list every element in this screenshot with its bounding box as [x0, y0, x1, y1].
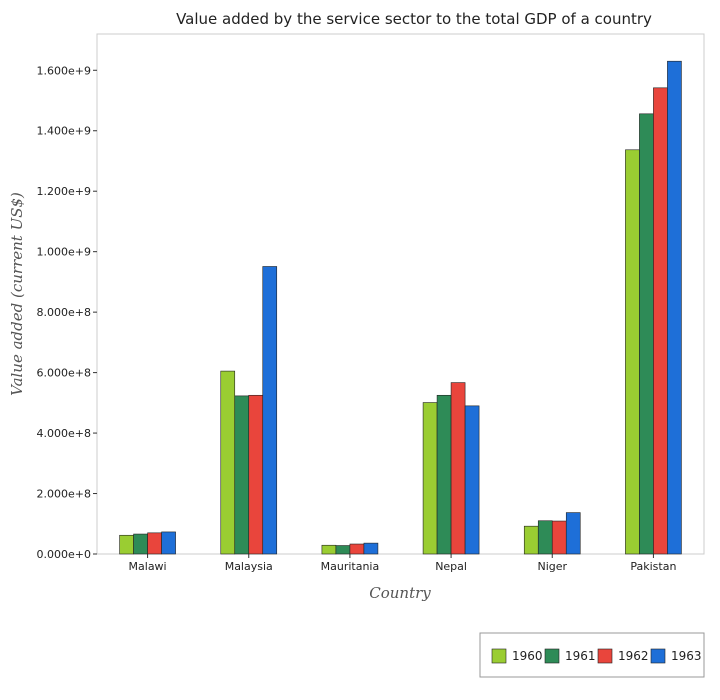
x-axis: Malawi Malaysia Mauritania Nepal Niger Pakist…: [129, 554, 676, 573]
y-axis: 0.000e+0 2.000e+8 4.000e+8 6.000e+8 8.000e+8…: [37, 64, 97, 561]
bar-1961-malaysia: [234, 395, 250, 555]
bar-1963-mauritania: [363, 542, 379, 555]
bar-1962-mauritania: [349, 543, 365, 555]
legend-swatch-1960: [491, 648, 507, 664]
legend-swatch-1963: [650, 648, 666, 664]
y-tick-label: 1.000e+9: [37, 246, 91, 259]
bar-1961-niger: [537, 520, 553, 555]
y-tick-label: 8.000e+8: [37, 306, 91, 319]
bars-layer: [119, 60, 682, 555]
y-tick-label: 1.600e+9: [37, 64, 91, 77]
x-tick-label: Pakistan: [630, 560, 676, 573]
bar-1962-niger: [551, 520, 567, 555]
bar-1960-pakistan: [625, 149, 640, 555]
bar-1962-malawi: [147, 532, 162, 555]
legend-label-1960: 1960: [512, 649, 543, 663]
chart-title: Value added by the service sector to the…: [176, 10, 652, 28]
bar-1963-niger: [565, 512, 581, 555]
x-tick-label: Niger: [537, 560, 567, 573]
bar-1962-malaysia: [248, 394, 264, 555]
y-tick-label: 6.000e+8: [37, 367, 91, 380]
y-tick-label: 1.400e+9: [37, 125, 91, 138]
y-tick-label: 0.000e+0: [37, 548, 91, 561]
legend-label-1961: 1961: [565, 649, 596, 663]
y-tick-label: 2.000e+8: [37, 488, 91, 501]
bar-1961-nepal: [436, 394, 452, 555]
legend-label-1962: 1962: [618, 649, 649, 663]
bar-1963-pakistan: [667, 60, 682, 555]
bar-1960-niger: [523, 525, 539, 555]
bar-1963-malaysia: [262, 266, 278, 555]
legend-swatch-1962: [597, 648, 613, 664]
bar-1962-pakistan: [653, 87, 668, 555]
bar-1961-malawi: [133, 533, 148, 555]
y-axis-label: Value added (current US$): [8, 192, 26, 396]
bar-1961-pakistan: [639, 113, 654, 555]
plot-area: [96, 33, 705, 555]
bar-1961-mauritania: [335, 545, 351, 555]
legend: 1960 1961 1962 1963: [479, 632, 705, 678]
bar-1960-malawi: [119, 534, 134, 555]
bar-1962-nepal: [450, 382, 466, 555]
bar-1963-malawi: [161, 531, 176, 555]
x-tick-label: Malaysia: [225, 560, 273, 573]
bar-1960-mauritania: [321, 544, 337, 555]
bar-1960-nepal: [422, 402, 438, 555]
bar-1963-nepal: [464, 405, 480, 555]
x-tick-label: Nepal: [435, 560, 467, 573]
x-axis-label: Country: [369, 584, 431, 602]
x-tick-label: Malawi: [129, 560, 167, 573]
y-tick-label: 1.200e+9: [37, 185, 91, 198]
legend-label-1963: 1963: [671, 649, 702, 663]
y-tick-label: 4.000e+8: [37, 427, 91, 440]
x-tick-label: Mauritania: [321, 560, 380, 573]
bar-1960-malaysia: [220, 370, 236, 555]
legend-swatch-1961: [544, 648, 560, 664]
